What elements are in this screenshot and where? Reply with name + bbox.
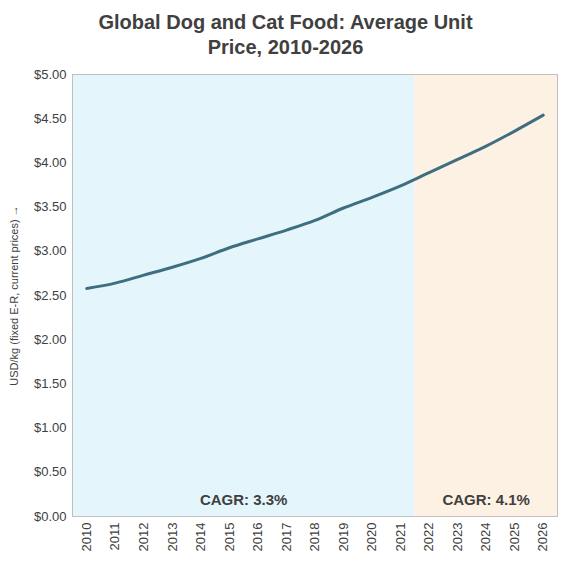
- svg-text:2014: 2014: [193, 523, 208, 552]
- svg-text:2011: 2011: [107, 523, 122, 551]
- svg-text:CAGR: 4.1%: CAGR: 4.1%: [442, 491, 530, 508]
- svg-text:2018: 2018: [307, 523, 322, 552]
- svg-text:2020: 2020: [364, 523, 379, 552]
- svg-text:$1.00: $1.00: [34, 420, 67, 435]
- svg-text:$3.00: $3.00: [34, 243, 67, 258]
- svg-text:$2.50: $2.50: [34, 288, 67, 303]
- svg-text:$4.50: $4.50: [34, 111, 67, 126]
- svg-text:2012: 2012: [136, 523, 151, 552]
- svg-text:$1.50: $1.50: [34, 376, 67, 391]
- svg-text:2019: 2019: [336, 523, 351, 552]
- svg-text:USD/kg (fixed E-R, current pri: USD/kg (fixed E-R, current prices) →: [8, 205, 20, 385]
- svg-text:$2.00: $2.00: [34, 332, 67, 347]
- svg-text:2017: 2017: [279, 523, 294, 552]
- svg-text:$0.50: $0.50: [34, 464, 67, 479]
- svg-text:2024: 2024: [478, 523, 493, 552]
- svg-text:$4.00: $4.00: [34, 155, 67, 170]
- html-text:Global Dog and Cat Food: Avera: Global Dog and Cat Food: Average Unit Pr…: [98, 11, 473, 58]
- svg-text:2025: 2025: [507, 523, 522, 552]
- svg-text:2023: 2023: [450, 523, 465, 552]
- svg-text:2015: 2015: [222, 523, 237, 552]
- svg-text:2021: 2021: [393, 523, 408, 552]
- svg-text:$0.00: $0.00: [34, 509, 67, 524]
- svg-text:2022: 2022: [421, 523, 436, 552]
- svg-text:2026: 2026: [535, 523, 550, 552]
- svg-text:$5.00: $5.00: [34, 67, 67, 82]
- svg-text:2013: 2013: [165, 523, 180, 552]
- svg-text:$3.50: $3.50: [34, 199, 67, 214]
- svg-text:2016: 2016: [250, 523, 265, 552]
- svg-text:CAGR: 3.3%: CAGR: 3.3%: [200, 491, 288, 508]
- svg-text:2010: 2010: [79, 523, 94, 552]
